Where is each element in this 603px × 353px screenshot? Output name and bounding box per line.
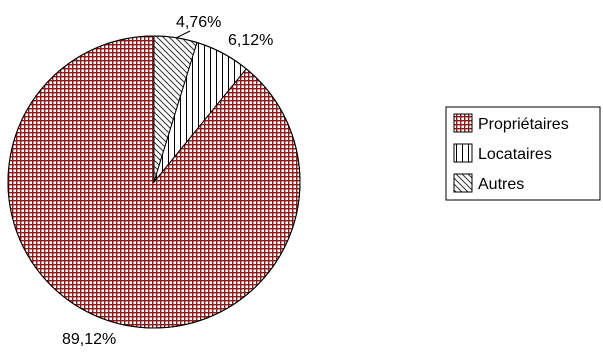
legend-swatch-proprietaires [453,113,473,133]
slice-label-leader-autres [175,30,191,39]
slice-label-autres: 4,76% [176,14,221,31]
legend-label-autres: Autres [478,176,524,193]
legend-label-proprietaires: Propriétaires [478,116,569,133]
slice-label-locataires: 6,12% [228,32,273,49]
slice-label-proprietaires: 89,12% [62,331,116,348]
pie-outline [7,35,301,329]
pie-slices [7,35,301,329]
legend-swatch-locataires [453,143,473,163]
legend: Propriétaires Locataires Autres [445,106,601,201]
legend-label-locataires: Locataires [478,146,552,163]
legend-swatch-autres [453,173,473,193]
